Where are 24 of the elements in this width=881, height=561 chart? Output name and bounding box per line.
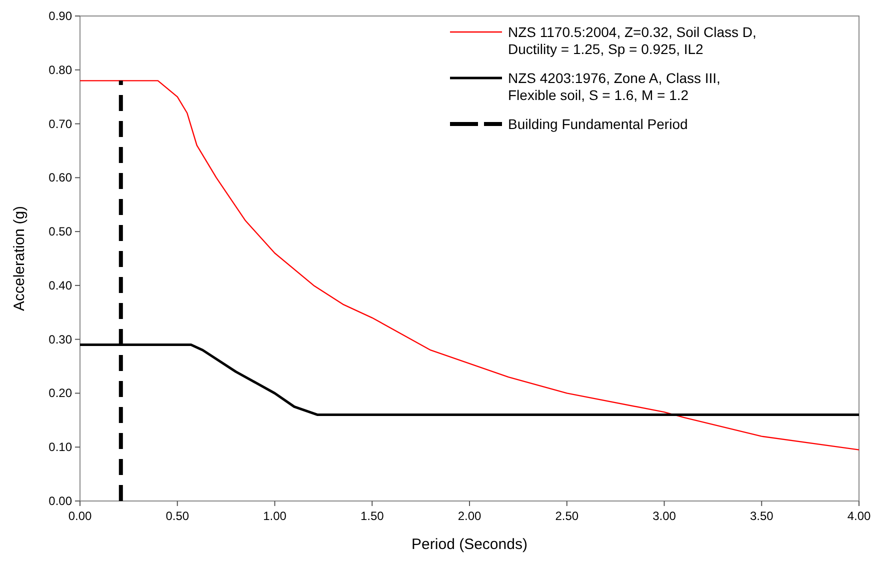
legend-label: Building Fundamental Period [508,116,688,132]
y-tick-label: 0.40 [48,278,72,292]
y-tick-label: 0.90 [48,9,72,23]
y-tick-label: 0.80 [48,62,72,77]
y-tick-label: 0.60 [48,170,72,185]
y-tick-label: 0.50 [48,224,72,239]
x-tick-label: 3.50 [750,509,774,523]
x-tick-label: 0.00 [68,509,92,523]
x-tick-label: 0.50 [166,509,190,523]
x-tick-label: 1.50 [360,509,384,523]
x-tick-label: 1.00 [263,509,287,523]
x-tick-label: 4.00 [847,509,871,523]
x-axis-title: Period (Seconds) [412,536,528,553]
legend-label: NZS 1170.5:2004, Z=0.32, Soil Class D, Ductility = 1.25, Sp = 0.925, IL2 [508,24,756,57]
x-tick-label: 2.50 [555,509,579,523]
y-tick-label: 0.00 [48,494,72,508]
x-tick-label: 2.00 [458,509,482,523]
y-tick-label: 0.70 [48,116,72,131]
y-tick-label: 0.30 [48,332,72,346]
y-axis-title: Acceleration (g) [11,206,28,312]
y-tick-label: 0.20 [48,386,72,400]
legend-label: NZS 4203:1976, Zone A, Class III, Flexible soil, S = 1.6, M = 1.2 [508,70,724,103]
y-tick-label: 0.10 [48,440,72,454]
x-tick-label: 3.00 [652,509,676,523]
